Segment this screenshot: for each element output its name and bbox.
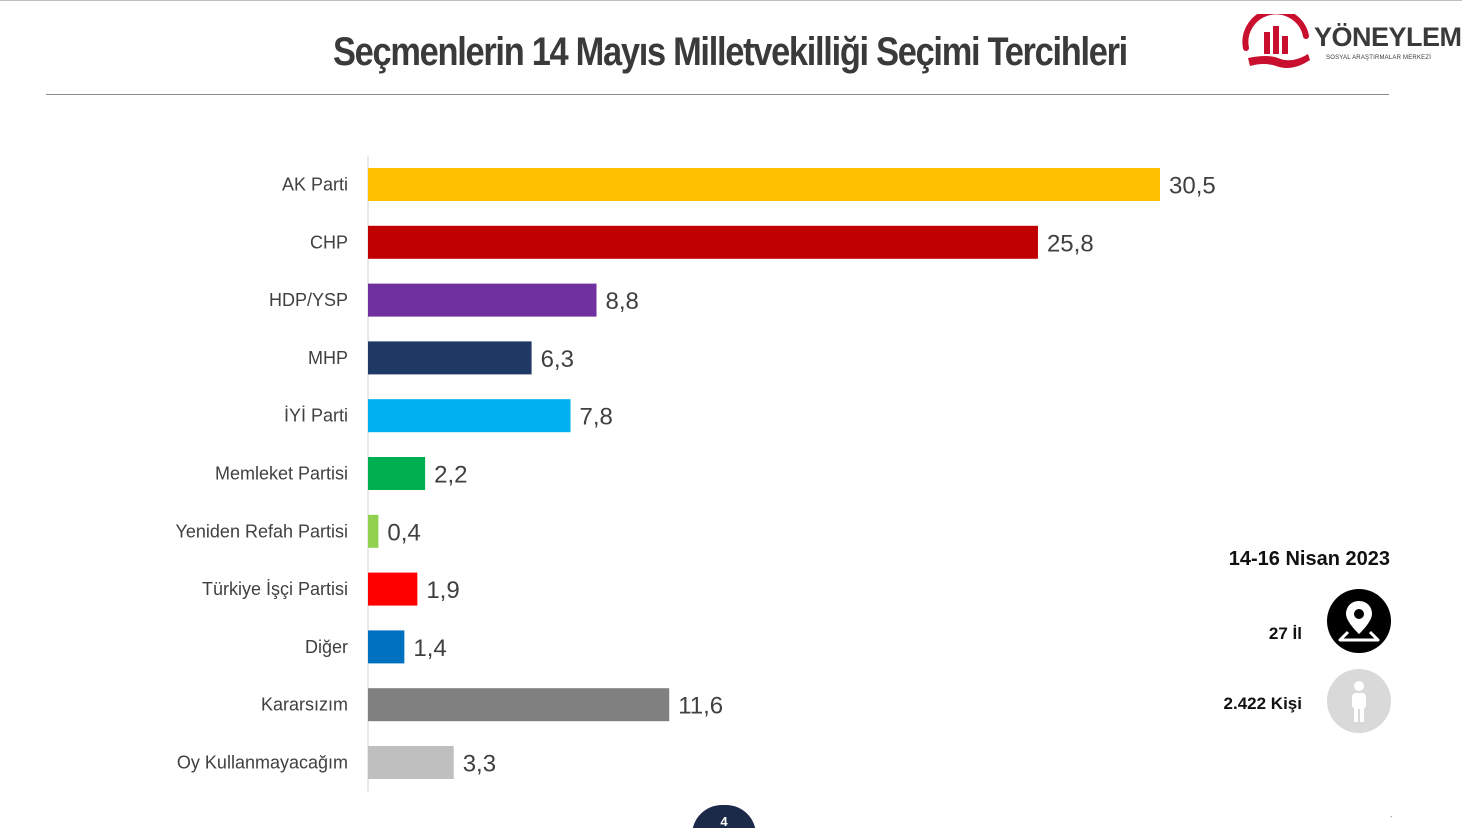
yoneylem-logo: YÖNEYLEM SOSYAL ARAŞTIRMALAR MERKEZİ xyxy=(1238,8,1462,74)
bar xyxy=(368,168,1160,201)
sample-size: 2.422 Kişi xyxy=(1223,694,1302,713)
data-label: 8,8 xyxy=(606,288,639,315)
top-border xyxy=(0,0,1462,1)
bar xyxy=(368,746,454,779)
data-label: 1,9 xyxy=(426,577,459,604)
category-label: Oy Kullanmayacağım xyxy=(177,753,348,773)
category-label: AK Parti xyxy=(282,175,348,195)
bar xyxy=(368,572,418,606)
logo-name: YÖNEYLEM xyxy=(1314,22,1462,52)
bar xyxy=(368,341,532,375)
bar xyxy=(368,399,571,433)
data-label: 3,3 xyxy=(463,751,496,778)
category-label: Kararsızım xyxy=(261,695,348,715)
bar xyxy=(368,225,1038,259)
data-label: 7,8 xyxy=(580,404,613,431)
data-label: 11,6 xyxy=(678,693,723,720)
location-pin-icon xyxy=(1327,589,1391,653)
person-icon xyxy=(1327,669,1391,733)
bar xyxy=(368,688,670,722)
survey-date: 14-16 Nisan 2023 xyxy=(1228,548,1390,570)
data-label: 30,5 xyxy=(1169,173,1216,200)
data-label: 1,4 xyxy=(413,635,446,662)
category-label: HDP/YSP xyxy=(269,290,348,310)
data-label: 2,2 xyxy=(434,462,467,489)
category-label: İYİ Parti xyxy=(284,406,348,426)
category-label: Memleket Partisi xyxy=(215,464,348,484)
category-label: Diğer xyxy=(305,637,348,657)
bar xyxy=(368,283,597,317)
category-label: Türkiye İşçi Partisi xyxy=(202,579,348,599)
province-count: 27 İl xyxy=(1268,624,1302,643)
data-label: 25,8 xyxy=(1047,230,1094,257)
category-label: Yeniden Refah Partisi xyxy=(176,521,348,541)
bar xyxy=(368,630,405,664)
bar xyxy=(368,457,426,490)
corner-mark: ´ xyxy=(1390,815,1393,825)
title-divider xyxy=(46,94,1389,95)
logo-subtitle: SOSYAL ARAŞTIRMALAR MERKEZİ xyxy=(1326,55,1432,61)
category-label: MHP xyxy=(308,348,348,368)
bar xyxy=(368,514,379,548)
data-label: 0,4 xyxy=(387,519,420,546)
data-label: 6,3 xyxy=(541,346,574,373)
category-label: CHP xyxy=(310,232,348,252)
page-title: Seçmenlerin 14 Mayıs Milletvekilliği Seç… xyxy=(333,30,1128,74)
page-number: 4 xyxy=(692,805,756,828)
